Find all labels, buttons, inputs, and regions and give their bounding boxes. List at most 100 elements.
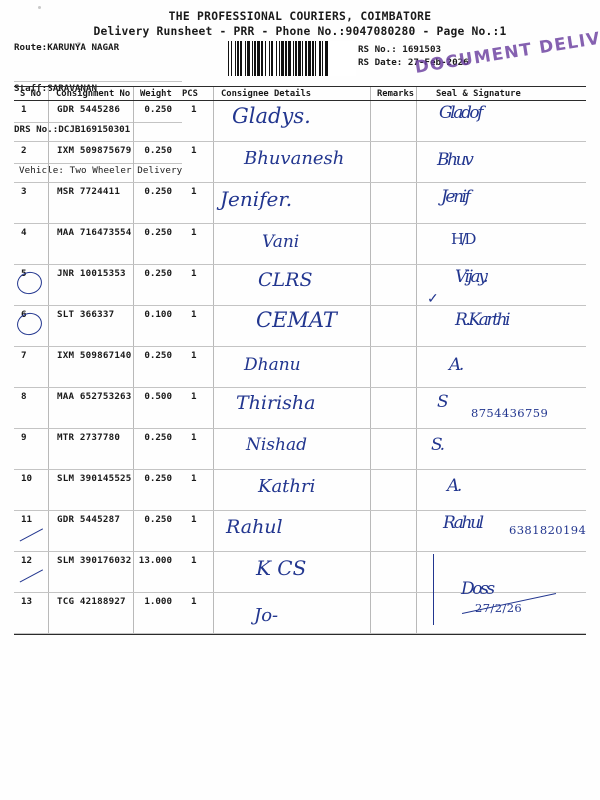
- cell-remarks: [371, 388, 417, 428]
- runsheet-subtitle: Delivery Runsheet - PRR - Phone No.:9047…: [93, 25, 507, 38]
- signature-handwriting: S.: [431, 435, 445, 455]
- scan-speck: [38, 6, 41, 9]
- sno-value: 4: [21, 227, 27, 238]
- signature-handwriting: A.: [449, 355, 464, 375]
- cell-seal-signature: Gladof: [417, 101, 586, 141]
- signature-number-handwriting: 6381820194: [509, 523, 587, 537]
- cell-weight: 0.250: [134, 511, 178, 551]
- signature-handwriting: Rahul: [443, 513, 484, 533]
- column-header-consignee: Consignee Details: [214, 87, 371, 100]
- signature-handwriting: Gladof: [439, 103, 484, 123]
- cell-remarks: [371, 552, 417, 592]
- cell-pcs: 1: [178, 470, 214, 510]
- pcs-value: 1: [191, 514, 197, 525]
- consignment-value: MTR 2737780: [57, 432, 121, 443]
- sno-value: 12: [21, 555, 33, 566]
- column-header-consignment: Consignment No: [49, 87, 134, 100]
- consignee-handwriting: CLRS: [258, 269, 313, 291]
- pcs-value: 1: [191, 145, 197, 156]
- weight-value: 0.250: [144, 514, 172, 525]
- rs-no-label: RS No.:: [358, 44, 397, 55]
- cell-sno: 1: [14, 101, 49, 141]
- cell-weight: 0.250: [134, 224, 178, 264]
- cell-weight: 0.250: [134, 347, 178, 387]
- cell-seal-signature: Bhuv: [417, 142, 586, 182]
- signature-handwriting: R.Karthi: [455, 310, 511, 330]
- cell-seal-signature: [417, 552, 586, 592]
- rs-no-value: 1691503: [402, 44, 442, 55]
- cell-sno: 2: [14, 142, 49, 182]
- weight-value: 0.100: [144, 309, 172, 320]
- cell-sno: 9: [14, 429, 49, 469]
- sno-value: 1: [21, 104, 27, 115]
- sno-value: 6: [21, 309, 27, 320]
- weight-value: 13.000: [138, 555, 172, 566]
- cell-consignment: MSR 7724411: [49, 183, 134, 223]
- cell-seal-signature: R.Karthi: [417, 306, 586, 346]
- table-row: 2 IXM 509875679 0.250 1 Bhuvanesh Bhuv: [14, 142, 586, 183]
- cell-weight: 0.250: [134, 470, 178, 510]
- cell-weight: 13.000: [134, 552, 178, 592]
- route-row: Route: KARUNYA NAGAR: [14, 41, 183, 82]
- table-row: 7 IXM 509867140 0.250 1 Dhanu A.: [14, 347, 586, 388]
- cell-pcs: 1: [178, 388, 214, 428]
- table-row: 10 SLM 390145525 0.250 1 Kathri A.: [14, 470, 586, 511]
- ink-stroke: [433, 591, 434, 625]
- signature-handwriting: H/D: [451, 230, 476, 248]
- ink-stroke: [433, 554, 434, 592]
- cell-consignee: Thirisha: [214, 388, 371, 428]
- cell-weight: 0.100: [134, 306, 178, 346]
- consignment-value: JNR 10015353: [57, 268, 126, 279]
- consignment-barcode-icon: [228, 41, 356, 76]
- cell-consignee: K CS: [214, 552, 371, 592]
- weight-value: 0.250: [144, 350, 172, 361]
- cell-pcs: 1: [178, 265, 214, 305]
- pcs-value: 1: [191, 268, 197, 279]
- rs-no-row: RS No.: 1691503: [358, 43, 469, 56]
- consignment-value: IXM 509875679: [57, 145, 132, 156]
- pcs-value: 1: [191, 104, 197, 115]
- table-row: 1 GDR 5445286 0.250 1 Gladys. Gladof: [14, 101, 586, 142]
- pcs-value: 1: [191, 309, 197, 320]
- cell-consignee: CLRS: [214, 265, 371, 305]
- pcs-value: 1: [191, 555, 197, 566]
- cell-sno: 4: [14, 224, 49, 264]
- cell-consignment: IXM 509875679: [49, 142, 134, 182]
- cell-seal-signature: Doss 27/2/26: [417, 579, 586, 633]
- cell-pcs: 1: [178, 552, 214, 592]
- cell-remarks: [371, 429, 417, 469]
- consignment-value: SLM 390176032: [57, 555, 132, 566]
- drs-label: DRS No.:: [14, 124, 59, 135]
- pcs-value: 1: [191, 350, 197, 361]
- cell-pcs: 1: [178, 347, 214, 387]
- cell-seal-signature: H/D: [417, 224, 586, 264]
- pcs-value: 1: [191, 391, 197, 402]
- cell-consignee: Jenifer.: [214, 183, 371, 223]
- cell-sno: 10: [14, 470, 49, 510]
- cell-consignee: CEMAT: [214, 306, 371, 346]
- runsheet-meta-right: RS No.: 1691503 RS Date: 27-Feb-2026: [358, 43, 469, 70]
- weight-value: 0.250: [144, 227, 172, 238]
- sno-circle-annotation: [14, 269, 45, 297]
- route-label: Route:: [14, 42, 48, 53]
- cell-sno: 3: [14, 183, 49, 223]
- cell-consignment: MAA 652753263: [49, 388, 134, 428]
- consignee-handwriting: CEMAT: [256, 308, 337, 332]
- weight-value: 1.000: [144, 596, 172, 607]
- cell-consignment: SLM 390145525: [49, 470, 134, 510]
- cell-consignee: Vani: [214, 224, 371, 264]
- sno-value: 13: [21, 596, 33, 607]
- sno-value: 11: [21, 514, 33, 525]
- signature-number-handwriting: 8754436759: [471, 406, 549, 420]
- signature-number-handwriting: 27/2/26: [475, 601, 523, 615]
- consignment-value: GDR 5445287: [57, 514, 121, 525]
- cell-weight: 1.000: [134, 593, 178, 633]
- ink-mark: ✓: [427, 291, 439, 307]
- signature-handwriting: S: [437, 392, 449, 412]
- column-header-seal: Seal & Signature: [436, 88, 521, 99]
- consignment-value: SLM 390145525: [57, 473, 132, 484]
- weight-value: 0.250: [144, 145, 172, 156]
- consignee-handwriting: Rahul: [226, 516, 283, 538]
- weight-value: 0.500: [144, 391, 172, 402]
- cell-sno: 11: [14, 511, 49, 551]
